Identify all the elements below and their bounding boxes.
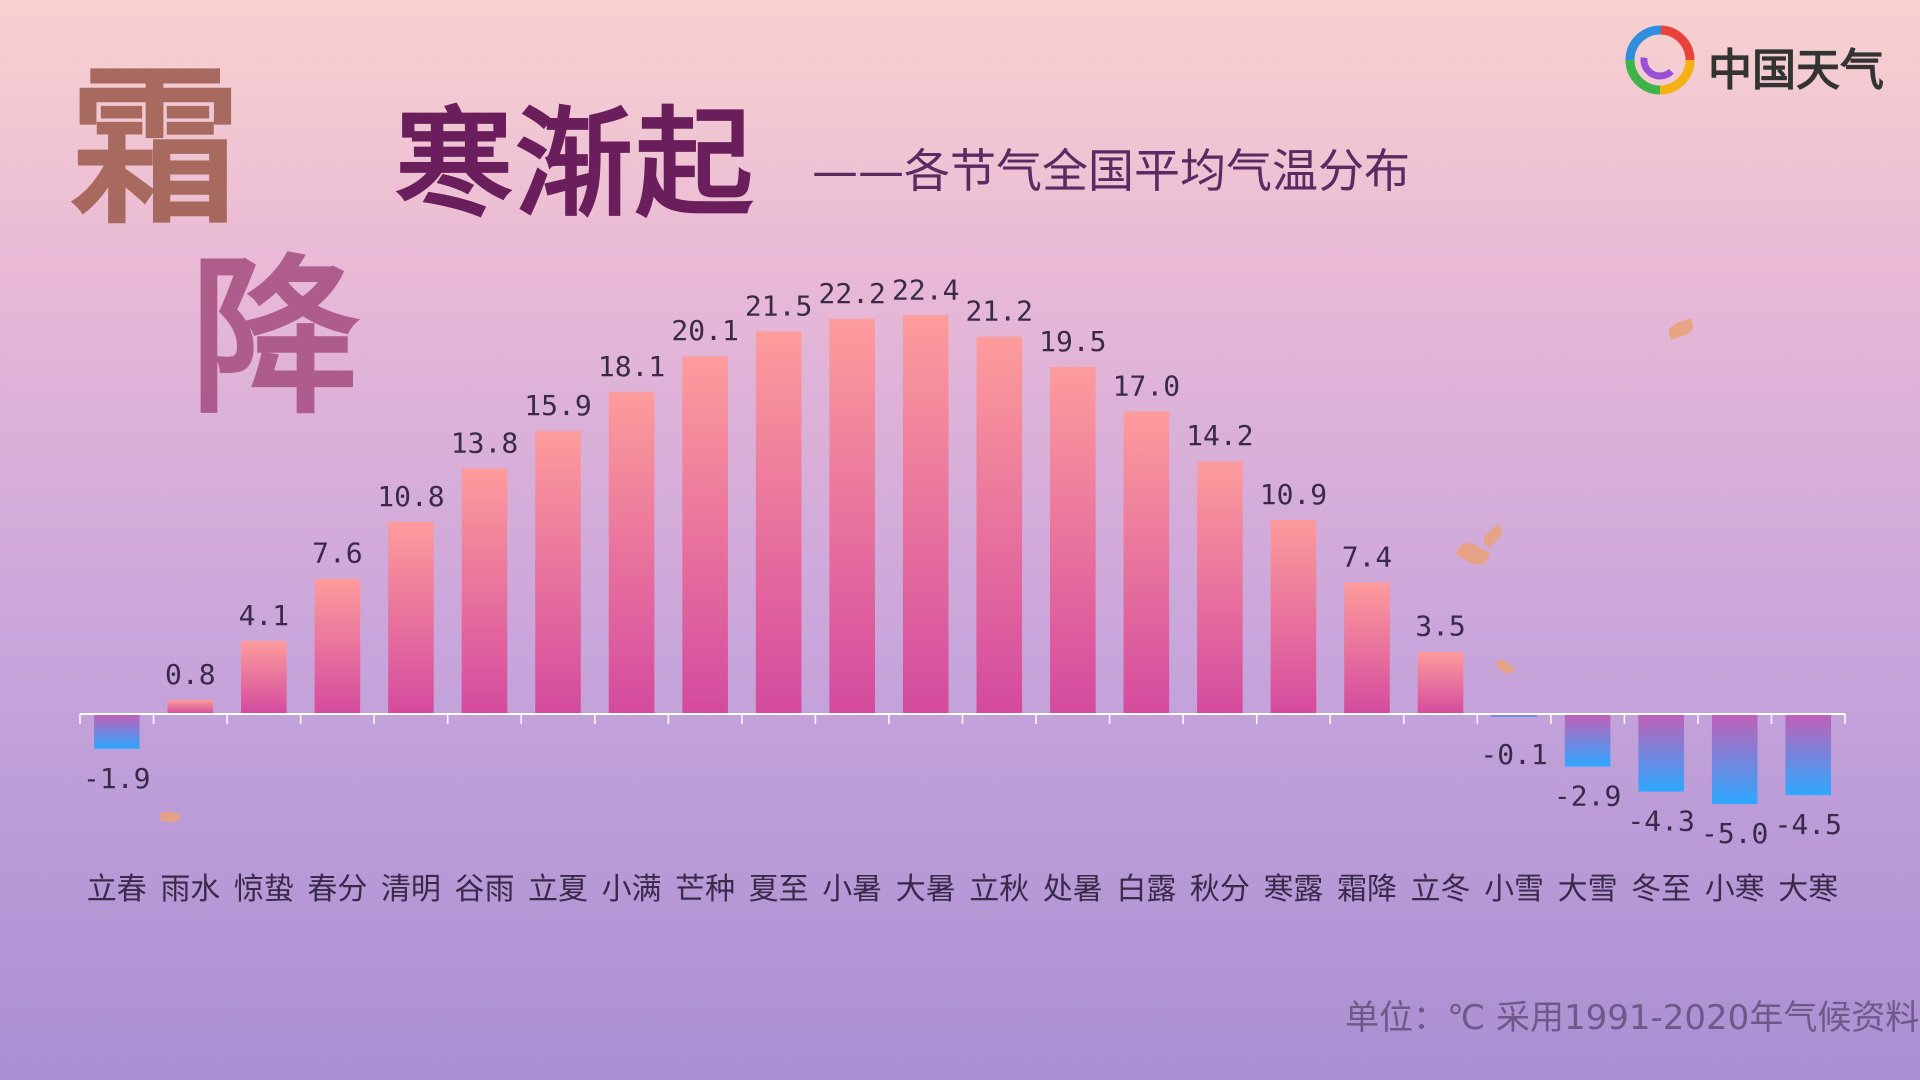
bar-秋分 [1197, 461, 1243, 714]
category-label: 寒露 [1263, 872, 1323, 907]
value-label: 10.8 [377, 480, 444, 513]
category-label: 冬至 [1631, 872, 1691, 907]
value-label: 17.0 [1113, 369, 1180, 402]
category-label: 立秋 [969, 872, 1029, 907]
category-label: 霜降 [1337, 872, 1397, 907]
category-label: 芒种 [675, 872, 735, 907]
bar-寒露 [1270, 519, 1317, 714]
bar-大雪 [1564, 715, 1611, 767]
bar-立秋 [976, 336, 1023, 714]
bar-大暑 [902, 315, 949, 714]
category-label: 秋分 [1190, 872, 1250, 907]
value-label: 0.8 [165, 658, 216, 691]
value-label: 13.8 [451, 426, 518, 459]
value-label: 10.9 [1260, 478, 1327, 511]
bar-立冬 [1417, 651, 1464, 714]
calligraphy-jiang: 降 [190, 238, 361, 438]
bar-小暑 [829, 318, 875, 714]
value-label: 14.2 [1186, 419, 1253, 452]
chart-subtitle: ——各节气全国平均气温分布 [812, 144, 1410, 198]
value-label: -2.9 [1554, 780, 1621, 813]
category-label: 小满 [602, 872, 662, 907]
bar-立春 [93, 715, 140, 749]
bar-芒种 [682, 356, 728, 714]
value-label: -1.9 [83, 762, 150, 795]
value-label: 4.1 [239, 599, 290, 632]
category-label: 白露 [1116, 872, 1176, 907]
value-label: 7.4 [1342, 540, 1393, 573]
value-labels: -1.90.84.17.610.813.815.918.120.121.5 22.… [83, 273, 1842, 850]
bar-处暑 [1050, 366, 1096, 714]
unit-note: 单位：℃ 采用1991-2020年气候资料 [1345, 998, 1920, 1038]
x-axis [79, 713, 1846, 724]
bar-春分 [314, 578, 361, 714]
category-label: 大暑 [896, 872, 956, 907]
bars-group [93, 315, 1832, 804]
category-label: 清明 [381, 872, 441, 907]
category-label: 惊蛰 [234, 872, 294, 907]
value-label: 20.1 [671, 314, 738, 347]
category-label: 谷雨 [454, 872, 514, 907]
swirl-logo-icon [1625, 25, 1695, 95]
chart-title: 寒渐起 [395, 95, 756, 233]
value-label: -4.5 [1775, 808, 1842, 841]
bar-谷雨 [461, 468, 508, 714]
calligraphy-shuang: 霜 [70, 48, 241, 248]
value-label: -4.3 [1627, 805, 1694, 838]
bar-大寒 [1785, 715, 1832, 796]
value-label: 21.2 [966, 295, 1033, 328]
category-label: 小雪 [1484, 872, 1544, 907]
category-label: 雨水 [160, 872, 220, 907]
bar-夏至 [755, 331, 802, 714]
logo-text: 中国天气 [1708, 45, 1884, 96]
bar-小满 [608, 391, 655, 714]
value-label: 22.4 [892, 273, 959, 306]
brand-logo: 中国天气 [1622, 22, 1920, 102]
category-label: 大雪 [1558, 872, 1618, 907]
value-label: 18.1 [598, 350, 665, 383]
category-label: 小寒 [1705, 872, 1765, 907]
category-label: 小暑 [822, 872, 882, 907]
bar-立夏 [535, 430, 581, 714]
category-label: 立夏 [528, 872, 588, 907]
category-label: 立冬 [1411, 872, 1471, 907]
bar-惊蛰 [241, 641, 287, 714]
category-label: 立春 [87, 872, 147, 907]
category-label: 春分 [307, 872, 367, 907]
category-label: 夏至 [749, 872, 809, 907]
value-label: -0.1 [1480, 738, 1547, 771]
bar-雨水 [167, 699, 214, 714]
value-label: 22.2 [818, 277, 885, 310]
value-label: 19.5 [1039, 325, 1106, 358]
bar-小寒 [1711, 715, 1758, 804]
value-label: 21.5 [745, 289, 812, 322]
value-label: 15.9 [524, 389, 591, 422]
bar-清明 [388, 521, 434, 714]
category-labels: 立春 雨水 惊蛰 春分 清明 谷雨 立夏 小满 芒种 夏至 小暑 大暑 立秋 处暑 白露 秋分 寒露 霜降 立冬 小雪… [87, 872, 1838, 907]
bar-霜降 [1344, 582, 1390, 714]
value-label: 3.5 [1415, 610, 1466, 643]
category-label: 处暑 [1043, 872, 1103, 907]
value-label: 7.6 [312, 537, 363, 570]
bar-冬至 [1638, 715, 1684, 792]
value-label: -5.0 [1701, 817, 1768, 850]
bar-小雪 [1491, 715, 1537, 717]
bar-白露 [1123, 411, 1170, 714]
category-label: 大寒 [1778, 872, 1838, 907]
